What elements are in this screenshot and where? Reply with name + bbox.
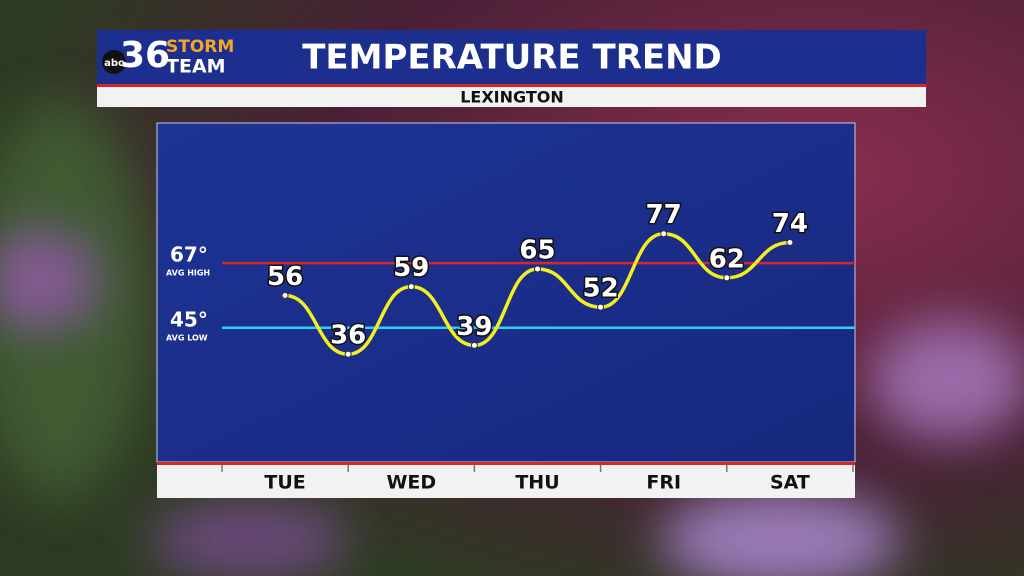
temperature-point (344, 350, 352, 358)
axis-strip (157, 462, 855, 498)
data-label: 74 (772, 209, 808, 239)
data-label: 62 (709, 244, 745, 274)
temperature-point (407, 283, 415, 291)
x-tick-label: THU (515, 472, 559, 494)
temperature-line (284, 231, 791, 356)
background-blur (0, 100, 1024, 576)
axis-rule (157, 462, 855, 465)
data-label: 65 (519, 235, 555, 265)
x-tick-label: SAT (770, 472, 810, 494)
brand-line2: TEAM (166, 56, 226, 78)
data-label: 56 (267, 262, 303, 292)
plot-area (156, 122, 856, 463)
data-label: 52 (583, 274, 619, 304)
reference-name: AVG LOW (166, 333, 208, 342)
header-bar (97, 30, 926, 84)
reference-value: 67° (170, 243, 208, 267)
x-tick-label: WED (386, 472, 436, 494)
network-name: abc (104, 58, 124, 69)
channel-number: 36 (120, 35, 170, 76)
data-label: 77 (646, 200, 682, 230)
chart-subtitle: LEXINGTON (460, 88, 564, 107)
reference-value: 45° (170, 307, 208, 331)
reference-name: AVG HIGH (166, 269, 210, 278)
temperature-point (470, 341, 478, 349)
temperature-point (660, 230, 668, 238)
chart-title: TEMPERATURE TREND (302, 38, 722, 78)
x-tick-label: TUE (264, 472, 305, 494)
network-logo (102, 50, 126, 74)
data-label: 59 (393, 253, 429, 283)
temperature-point (597, 303, 605, 311)
data-label: 36 (330, 321, 366, 351)
x-tick-label: FRI (646, 472, 681, 494)
temperature-point (534, 265, 541, 273)
brand-line1: STORM (166, 37, 234, 57)
temperature-point (786, 239, 794, 247)
temperature-point (281, 291, 289, 299)
subtitle-bar (97, 87, 926, 107)
data-label: 39 (456, 312, 492, 342)
temperature-point (723, 274, 731, 282)
header-rule (97, 84, 926, 87)
